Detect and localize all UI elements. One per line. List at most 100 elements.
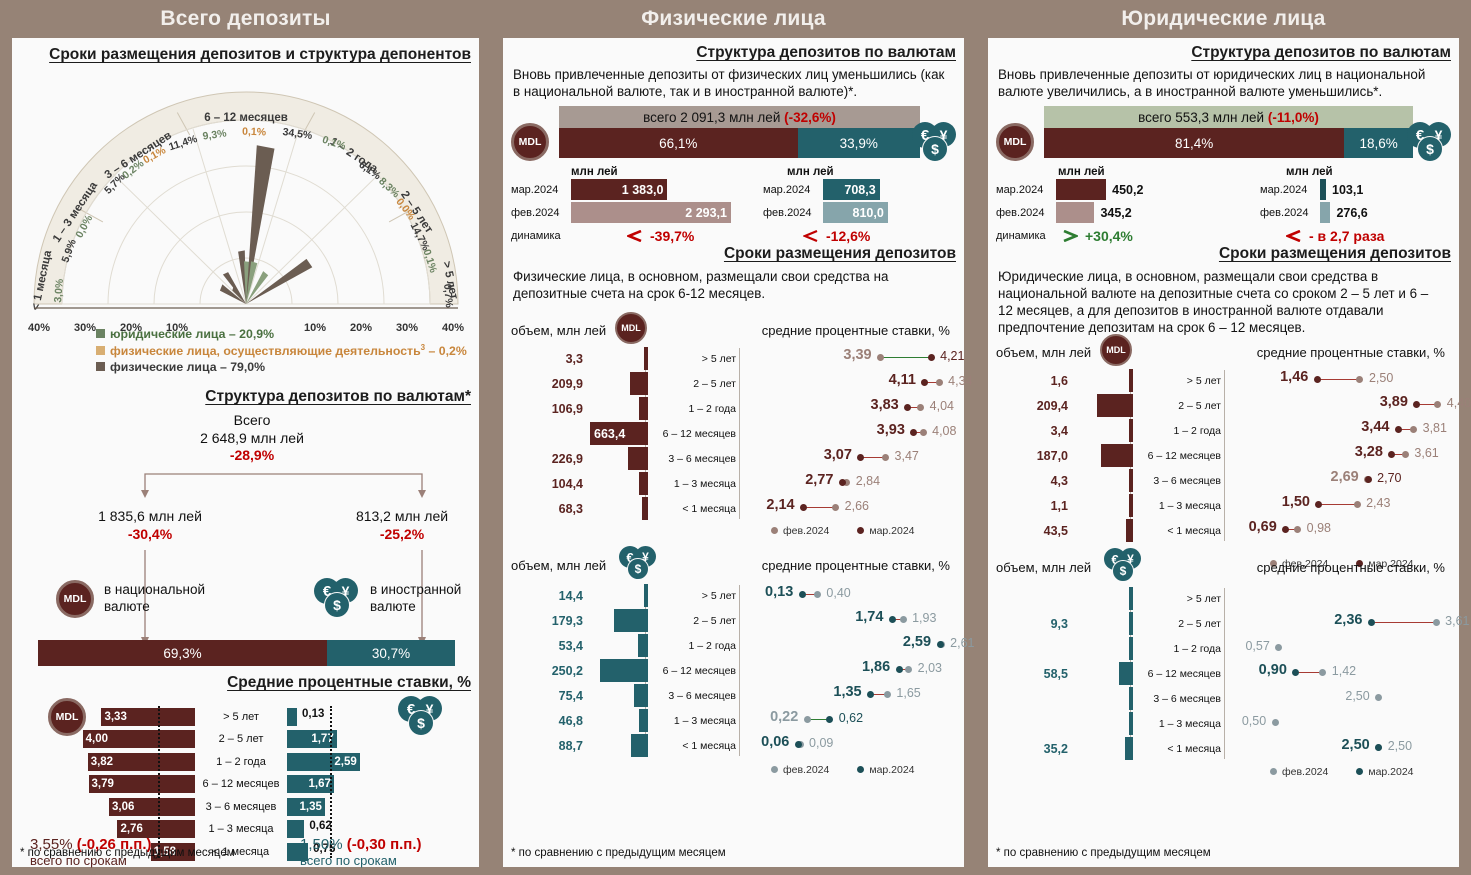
fx-bar [287, 707, 297, 726]
term-label: 3 – 6 месяцев [205, 800, 277, 813]
volume-value: 179,3 [551, 613, 583, 628]
split-bar-fx-label: 30,7% [371, 645, 411, 661]
rate-dot-mar [857, 454, 865, 461]
rate-dot-feb [1410, 426, 1418, 433]
volume-row: 179,3 2 – 5 лет [511, 608, 737, 633]
rate-connector [807, 719, 830, 721]
rate-row: 2,77 2,84 [739, 471, 975, 496]
panel3-mdl-legend: фев.2024 мар.2024 [1270, 558, 1414, 570]
fx-bar: 1,67 [287, 775, 334, 793]
rate-dot-mar [936, 641, 944, 648]
panel3-mdl-dyn-label: динамика [996, 229, 1046, 242]
volume-bar-cell [1071, 612, 1133, 635]
mdl-bar-cell: 4,00 [30, 730, 195, 748]
currency-split-bar: 69,3% 30,7% [38, 640, 455, 666]
rate-row: 4,21 3,39 [739, 346, 975, 371]
mdl-value: 3,06 [112, 800, 135, 813]
volume-value: 14,4 [558, 588, 583, 603]
rate-value-mar: 1,50 [1281, 494, 1310, 510]
panel3-mdl-dynamics: динамика +30,4% [996, 224, 1246, 247]
month-value: 103,1 [1332, 182, 1364, 197]
volume-row: 3 – 6 месяцев [996, 686, 1222, 711]
rate-connector [1317, 379, 1360, 381]
rate-dot-mar [1375, 744, 1383, 751]
month-row: фев.2024 2 293,1 [511, 201, 751, 224]
volume-value: 43,5 [1043, 523, 1068, 538]
fx-value-outside: 0,75 [313, 842, 336, 855]
rate-row: 3,79 6 – 12 месяцев 1,67 [30, 774, 460, 795]
panel3-intro: Вновь привлеченные депозиты от юридическ… [998, 67, 1426, 100]
rate-value-mar: 0,69 [1248, 519, 1277, 535]
month-label: мар.2024 [511, 183, 559, 196]
legend-mar: мар.2024 [857, 764, 915, 776]
rate-value-feb: 2,61 [950, 636, 975, 650]
rates-axis [739, 348, 740, 519]
panel3-fx-badge-icon: € ¥ $ [1407, 122, 1455, 164]
fx-bar-cell: 1,77 [287, 730, 452, 748]
volume-row: 3,3 > 5 лет [511, 346, 737, 371]
volume-bar-cell [1071, 587, 1133, 610]
volume-row: 9,3 2 – 5 лет [996, 611, 1222, 636]
legend-item-natural: физические лица – 79,0% [96, 359, 467, 376]
panel3-fx-months: млн лей мар.2024 103,1 фев.2024 276,6 - в 2… [1260, 166, 1470, 247]
rate-dot-feb [843, 479, 851, 486]
fx-bar: 1,77 [287, 730, 337, 748]
term-label: 6 – 12 месяцев [1147, 449, 1221, 462]
panel2-mdl-vol-label: объем, млн лей [511, 323, 607, 338]
panel3-mdl-vol-label: объем, млн лей [996, 345, 1092, 360]
rate-connector [802, 594, 818, 596]
rate-row: 1,74 1,93 [739, 608, 975, 633]
rate-row: 3,28 3,61 [1224, 443, 1471, 468]
dollar-coin-icon: $ [627, 558, 649, 580]
panel2-mdl-rates-chart: 4,21 3,39 4,11 4,34 3,83 4,04 3,93 4,08 3,07 3,47… [739, 346, 975, 521]
rate-row: 3,82 1 – 2 года 2,59 [30, 751, 460, 772]
split-bar-mdl-label: 69,3% [163, 645, 202, 661]
volume-value: 88,7 [558, 738, 583, 753]
rate-value-mar: 2,14 [766, 497, 795, 513]
svg-text:34,5%: 34,5% [282, 126, 314, 142]
panel2-mdl-dyn-label: динамика [511, 229, 561, 242]
mdl-bar-cell: 3,79 [30, 775, 195, 793]
rates-axis [1224, 370, 1225, 541]
rate-dot-feb [905, 666, 913, 673]
term-label: 3 – 6 месяцев [1153, 692, 1221, 705]
rate-value-feb: 3,81 [1422, 421, 1447, 435]
volume-bar [613, 609, 648, 632]
rates-axis [739, 585, 740, 756]
volume-bar [629, 372, 648, 395]
fx-bar [287, 820, 305, 838]
term-label: > 5 лет [701, 589, 736, 602]
term-label: 3 – 6 месяцев [668, 452, 736, 465]
rate-row: 0,69 0,98 [1224, 518, 1471, 543]
rate-dot-feb [1375, 694, 1383, 701]
rate-value-mar: 0,90 [1258, 662, 1287, 678]
volume-bar [630, 734, 648, 757]
volume-row: 250,2 6 – 12 месяцев [511, 658, 737, 683]
volume-bar [1125, 519, 1133, 542]
month-value: 1 383,0 [621, 182, 664, 197]
panel1-section3-title: Средние процентные ставки, % [227, 674, 471, 691]
split-bar-mdl: 69,3% [38, 640, 327, 666]
polar-legend: юридические лица – 20,9% физические лица… [96, 326, 467, 376]
panel2-fx-dyn-value: -12,6% [826, 227, 871, 244]
mdl-bar: 3,33 [101, 707, 195, 726]
term-label: 2 – 5 лет [693, 614, 736, 627]
month-value: 450,2 [1112, 182, 1144, 197]
split-bar-fx: 30,7% [326, 640, 455, 666]
volume-bar-cell [586, 609, 648, 632]
panel3-mdl-badge-icon: MDL [996, 123, 1034, 161]
rate-value-feb: 0,57 [1245, 639, 1270, 653]
rate-dot-mar [921, 379, 929, 386]
rates-mdl-badge-icon: MDL [48, 698, 86, 736]
rate-dot-mar [1394, 426, 1402, 433]
month-row: мар.2024 708,3 [763, 178, 963, 201]
rate-value-feb: 0,09 [809, 736, 834, 750]
panel2-total-prefix: всего 2 091,3 млн лей [643, 109, 781, 125]
volume-value: 46,8 [558, 713, 583, 728]
volume-bar [1129, 712, 1133, 735]
mdl-total-value: 3,55% [30, 836, 73, 853]
mdl-bar: 3,79 [88, 775, 195, 793]
flow-left-caption: в национальной валюте [104, 582, 206, 614]
volume-bar-cell [586, 347, 648, 370]
panel2-title: Физические лица [641, 7, 826, 30]
